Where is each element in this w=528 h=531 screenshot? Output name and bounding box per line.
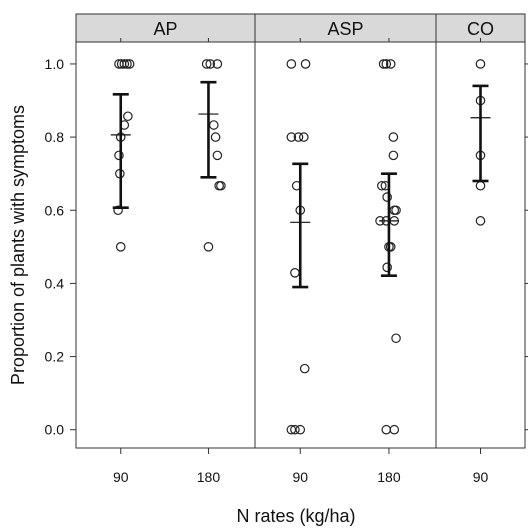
y-axis-label: Proportion of plants with symptoms: [8, 105, 28, 385]
data-point: [377, 180, 387, 191]
data-point: [201, 59, 212, 69]
data-point: [203, 242, 214, 252]
data-point: [299, 132, 309, 142]
x-tick-label: 90: [113, 469, 129, 485]
data-point: [388, 132, 399, 142]
y-tick-label: 0.8: [45, 129, 65, 145]
y-tick-label: 0.2: [45, 349, 65, 365]
data-point: [388, 150, 399, 161]
y-tick-label: 0.6: [45, 202, 65, 218]
data-point: [299, 363, 310, 374]
data-point: [114, 150, 124, 161]
y-tick-label: 0.4: [45, 275, 65, 291]
data-point: [382, 262, 392, 273]
data-point: [475, 59, 486, 69]
data-point: [475, 216, 486, 226]
data-point: [205, 59, 216, 69]
panel-strips: AP ASP CO: [75, 13, 526, 43]
data-point: [119, 59, 130, 69]
panel-title-co: CO: [467, 19, 494, 39]
data-point: [286, 132, 297, 142]
data-point: [293, 132, 304, 142]
data-point: [391, 333, 401, 344]
x-tick-label: 180: [197, 469, 221, 485]
panel-title-ap: AP: [153, 19, 177, 39]
data-point: [210, 132, 221, 142]
data-point: [290, 424, 300, 435]
panel-strip-asp: [254, 13, 437, 43]
data-point: [295, 424, 306, 435]
data-point: [212, 59, 223, 69]
data-point: [113, 205, 123, 216]
x-axis-label: N rates (kg/ha): [236, 506, 355, 526]
data-point: [122, 59, 132, 69]
data-point: [475, 180, 486, 191]
data-point: [391, 205, 401, 216]
x-tick-label: 180: [377, 469, 401, 485]
panel-frame-ap: [75, 41, 256, 449]
data-point: [378, 59, 389, 69]
data-point: [290, 267, 300, 278]
panel-frame-asp: [254, 41, 437, 449]
data-point: [300, 59, 311, 69]
data-point: [385, 59, 396, 69]
y-tick-label: 1.0: [45, 56, 65, 72]
data-point: [381, 424, 392, 435]
data-point: [209, 120, 219, 130]
data-point: [123, 111, 133, 122]
data-point: [286, 59, 297, 69]
x-axis: 90 180 90 180 90: [113, 38, 489, 485]
data-point: [381, 59, 392, 69]
y-tick-label: 0.0: [45, 422, 65, 438]
data-point: [216, 180, 226, 191]
data-point: [382, 192, 392, 202]
x-tick-label: 90: [473, 469, 489, 485]
data-point: [115, 242, 126, 252]
x-tick-label: 90: [292, 469, 308, 485]
data-marks: [110, 59, 491, 435]
data-point: [389, 424, 400, 435]
data-point: [385, 242, 396, 252]
data-point: [124, 59, 135, 69]
data-point: [212, 150, 223, 161]
panel-title-asp: ASP: [327, 19, 363, 39]
panel-strip-ap: [75, 13, 256, 43]
y-axis: 0.0 0.2 0.4 0.6 0.8 1.0: [45, 56, 528, 438]
